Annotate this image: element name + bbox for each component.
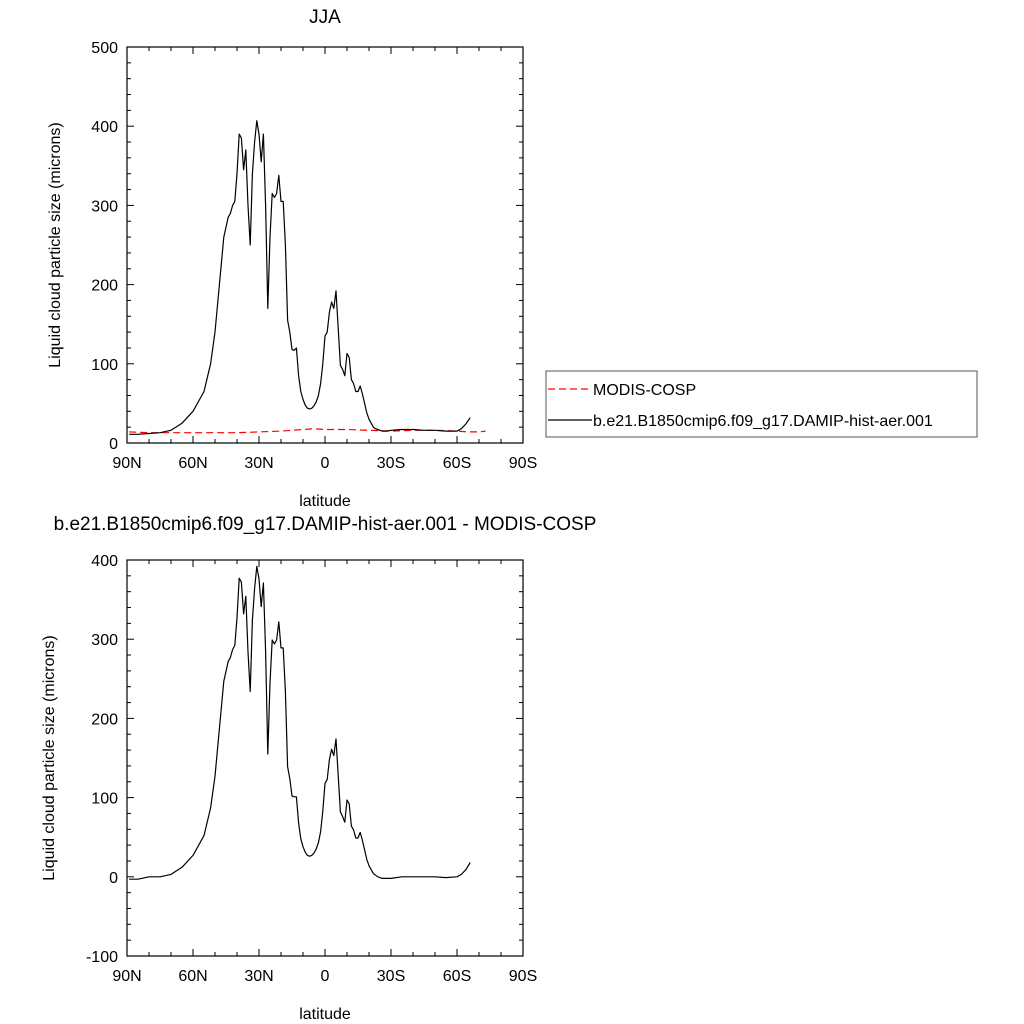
- panel-1-x-axis-label: latitude: [299, 493, 351, 510]
- panel-2-y-tick-label: -100: [86, 949, 118, 966]
- legend-label-modis-cosp: MODIS-COSP: [593, 382, 696, 399]
- panel-1-x-tick-label: 90S: [509, 455, 537, 472]
- legend-label-model: b.e21.B1850cmip6.f09_g17.DAMIP-hist-aer.…: [593, 413, 933, 430]
- panel-2-frame: [126, 559, 524, 957]
- panel-2-x-tick-label: 60S: [443, 968, 471, 985]
- panel-1-x-tick-label: 90N: [112, 455, 141, 472]
- panel-2-y-tick-label: 0: [109, 870, 118, 887]
- panel-2-x-tick-label: 30N: [244, 968, 273, 985]
- panel-2-series-line-model: [129, 565, 471, 880]
- panel-1-y-tick-label: 0: [109, 436, 118, 453]
- panel-2-tick-labels: 90N 60N 30N 0 30S 60S 90S -100 0 100 200 300 400: [86, 553, 537, 985]
- legend: MODIS-COSP b.e21.B1850cmip6.f09_g17.DAMI…: [545, 370, 978, 438]
- panel-1-title: JJA: [309, 7, 341, 28]
- panel-1: JJA 90N 60N 30N 0 30S 60S 90S0100200300400500 …: [47, 7, 537, 510]
- panel-2-x-tick-label: 60N: [178, 968, 207, 985]
- panel-1-y-tick-label: 200: [91, 278, 118, 295]
- panel-1-series: [129, 120, 486, 435]
- panel-1-y-tick-label: 500: [91, 40, 118, 57]
- panel-1-frame: [126, 46, 524, 444]
- panel-2-series: [129, 565, 471, 880]
- panel-1-y-tick-label: 400: [91, 119, 118, 136]
- panel-2-y-axis-label: Liquid cloud particle size (microns): [41, 635, 58, 880]
- panel-2-x-tick-label: 90N: [112, 968, 141, 985]
- panel-1-y-tick-label: 300: [91, 198, 118, 215]
- panel-2-x-tick-label: 90S: [509, 968, 537, 985]
- panel-1-x-tick-label: 0: [321, 455, 330, 472]
- panel-1-x-tick-label: 60S: [443, 455, 471, 472]
- panel-2-x-tick-label: 0: [321, 968, 330, 985]
- panel-2-y-tick-label: 200: [91, 711, 118, 728]
- panel-2: b.e21.B1850cmip6.f09_g17.DAMIP-hist-aer.…: [41, 514, 596, 1023]
- panel-1-tick-labels: 90N 60N 30N 0 30S 60S 90S 0 100 200 300 400 500: [91, 40, 537, 472]
- panel-1-y-axis-label: Liquid cloud particle size (microns): [47, 122, 64, 367]
- panel-2-ticks: [126, 559, 524, 957]
- legend-frame: [545, 370, 978, 438]
- panel-2-x-axis-label: latitude: [299, 1006, 351, 1023]
- panel-2-x-tick-label: 30S: [377, 968, 405, 985]
- panel-1-x-tick-label: 30S: [377, 455, 405, 472]
- panel-2-title: b.e21.B1850cmip6.f09_g17.DAMIP-hist-aer.…: [54, 514, 597, 535]
- panel-1-series-line-model: [129, 120, 471, 435]
- panel-1-x-tick-label: 60N: [178, 455, 207, 472]
- panel-2-y-tick-label: 300: [91, 632, 118, 649]
- panel-1-ticks: [126, 46, 524, 444]
- panel-1-x-tick-label: 30N: [244, 455, 273, 472]
- panel-2-y-tick-label: 400: [91, 553, 118, 570]
- panel-2-y-tick-label: 100: [91, 791, 118, 808]
- panel-1-y-tick-label: 100: [91, 357, 118, 374]
